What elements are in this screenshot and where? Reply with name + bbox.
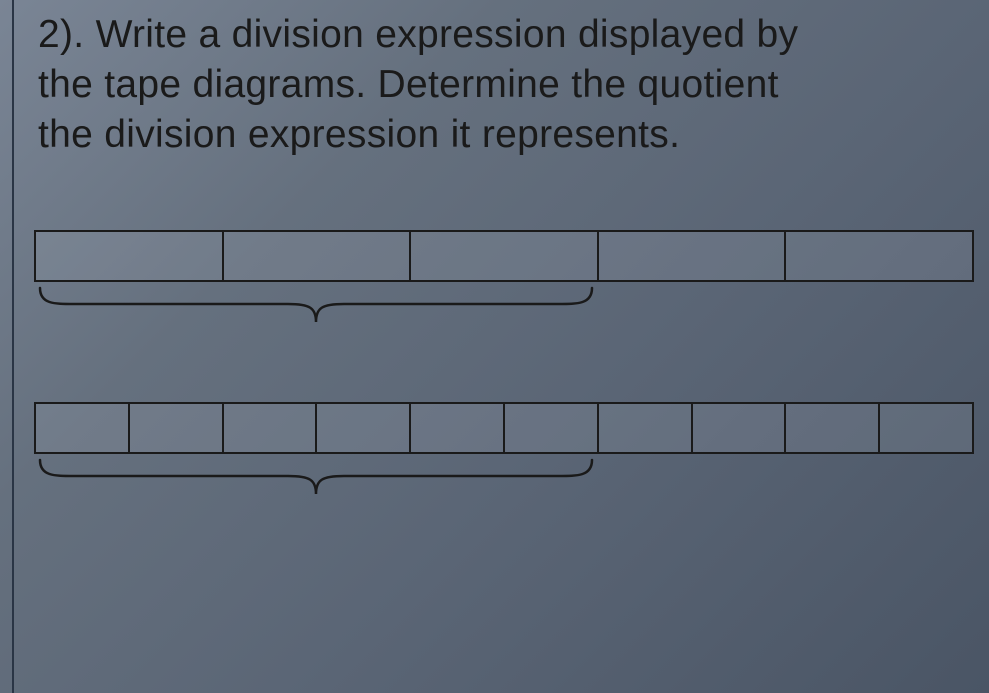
tape-cell [36, 232, 224, 280]
worksheet-page: 2). Write a division expression displaye… [0, 0, 989, 693]
tape-cell [599, 404, 693, 452]
tape-cell [599, 232, 787, 280]
tape-cell [130, 404, 224, 452]
question-number: 2). [38, 13, 84, 56]
question-line-3: the division expression it represents. [38, 113, 680, 156]
tape-cell [693, 404, 787, 452]
tape-cell [224, 232, 412, 280]
tape-cell [786, 232, 972, 280]
question-text: 2). Write a division expression displaye… [38, 10, 961, 160]
tape-cell [36, 404, 130, 452]
tape-cell [505, 404, 599, 452]
tape-cell [786, 404, 880, 452]
tape-1-brace [34, 284, 618, 339]
tape-diagram-1 [34, 230, 974, 282]
tape-cell [411, 404, 505, 452]
tape-diagram-2 [34, 402, 974, 454]
tape-1-bar [34, 230, 974, 282]
tape-cell [224, 404, 318, 452]
question-line-1: Write a division expression displayed by [96, 13, 799, 56]
tape-2-bar [34, 402, 974, 454]
tape-cell [317, 404, 411, 452]
left-margin-line [12, 0, 14, 693]
question-line-2: the tape diagrams. Determine the quotien… [38, 63, 779, 106]
tape-cell [880, 404, 972, 452]
tape-cell [411, 232, 599, 280]
tape-2-brace [34, 456, 618, 511]
